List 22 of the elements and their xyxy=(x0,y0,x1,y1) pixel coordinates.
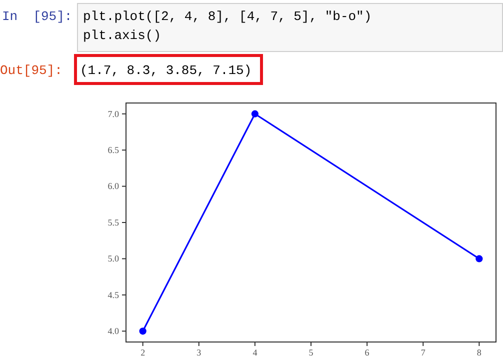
y-tick-label: 6.0 xyxy=(108,181,120,192)
text: plt.plot([2, 4, 8], [4, 7, 5], ″b-o″) xyxy=(83,9,372,24)
x-tick-label: 3 xyxy=(196,347,202,358)
y-tick-label: 4.0 xyxy=(108,326,120,336)
y-tick-label: 5.5 xyxy=(108,217,120,228)
y-tick-label: 6.5 xyxy=(108,144,120,155)
text: (1.7, 8.3, 3.85, 7.15) xyxy=(80,63,252,78)
text: plt.axis() xyxy=(83,28,162,43)
text: In [95]: xyxy=(2,9,72,24)
point xyxy=(476,255,483,262)
x-tick-label: 6 xyxy=(364,347,370,358)
point xyxy=(139,328,146,335)
y-tick-label: 7.0 xyxy=(108,108,120,119)
x-tick-label: 7 xyxy=(420,347,426,358)
point xyxy=(251,110,259,118)
text: Out[95]: xyxy=(0,63,62,78)
x-tick-label: 8 xyxy=(476,347,482,358)
x-tick-label: 4 xyxy=(252,347,258,358)
y-tick-label: 5.0 xyxy=(108,254,120,264)
y-tick-label: 4.5 xyxy=(108,290,120,300)
x-tick-label: 5 xyxy=(308,347,314,358)
x-tick-label: 2 xyxy=(140,347,146,358)
